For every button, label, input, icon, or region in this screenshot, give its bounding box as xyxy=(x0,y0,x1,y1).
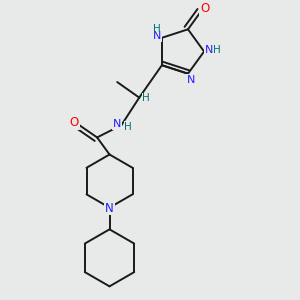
Text: N: N xyxy=(153,31,161,41)
Text: H: H xyxy=(142,93,150,103)
Text: N: N xyxy=(105,202,114,215)
Text: N: N xyxy=(187,74,195,85)
Text: O: O xyxy=(200,2,209,15)
Text: H: H xyxy=(153,24,161,34)
Text: H: H xyxy=(124,122,132,132)
Text: O: O xyxy=(70,116,79,129)
Text: N: N xyxy=(113,119,122,129)
Text: N: N xyxy=(205,45,213,55)
Text: H: H xyxy=(212,45,220,55)
